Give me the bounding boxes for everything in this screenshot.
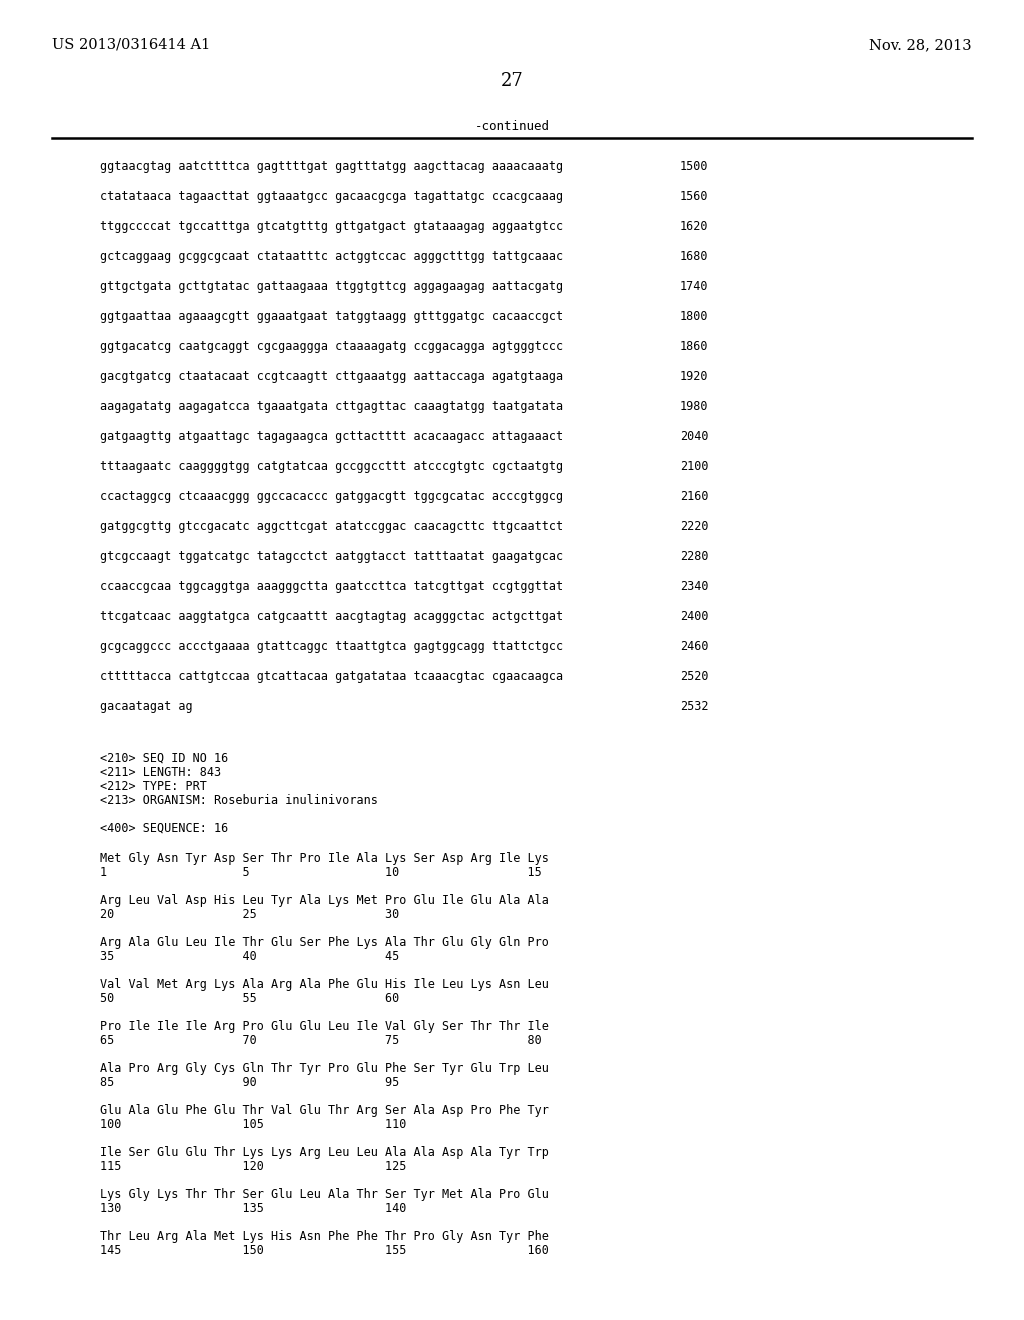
Text: 1620: 1620 xyxy=(680,220,709,234)
Text: 2460: 2460 xyxy=(680,640,709,653)
Text: 2532: 2532 xyxy=(680,700,709,713)
Text: gacgtgatcg ctaatacaat ccgtcaagtt cttgaaatgg aattaccaga agatgtaaga: gacgtgatcg ctaatacaat ccgtcaagtt cttgaaa… xyxy=(100,370,563,383)
Text: <212> TYPE: PRT: <212> TYPE: PRT xyxy=(100,780,207,793)
Text: 65                  70                  75                  80: 65 70 75 80 xyxy=(100,1034,542,1047)
Text: Lys Gly Lys Thr Thr Ser Glu Leu Ala Thr Ser Tyr Met Ala Pro Glu: Lys Gly Lys Thr Thr Ser Glu Leu Ala Thr … xyxy=(100,1188,549,1201)
Text: 2040: 2040 xyxy=(680,430,709,444)
Text: Ala Pro Arg Gly Cys Gln Thr Tyr Pro Glu Phe Ser Tyr Glu Trp Leu: Ala Pro Arg Gly Cys Gln Thr Tyr Pro Glu … xyxy=(100,1063,549,1074)
Text: ccaaccgcaa tggcaggtga aaagggctta gaatccttca tatcgttgat ccgtggttat: ccaaccgcaa tggcaggtga aaagggctta gaatcct… xyxy=(100,579,563,593)
Text: gatgaagttg atgaattagc tagagaagca gcttactttt acacaagacc attagaaact: gatgaagttg atgaattagc tagagaagca gcttact… xyxy=(100,430,563,444)
Text: 2160: 2160 xyxy=(680,490,709,503)
Text: 1860: 1860 xyxy=(680,341,709,352)
Text: 100                 105                 110: 100 105 110 xyxy=(100,1118,407,1131)
Text: 2220: 2220 xyxy=(680,520,709,533)
Text: 145                 150                 155                 160: 145 150 155 160 xyxy=(100,1243,549,1257)
Text: ggtaacgtag aatcttttca gagttttgat gagtttatgg aagcttacag aaaacaaatg: ggtaacgtag aatcttttca gagttttgat gagttta… xyxy=(100,160,563,173)
Text: ggtgaattaa agaaagcgtt ggaaatgaat tatggtaagg gtttggatgc cacaaccgct: ggtgaattaa agaaagcgtt ggaaatgaat tatggta… xyxy=(100,310,563,323)
Text: 2100: 2100 xyxy=(680,459,709,473)
Text: 1920: 1920 xyxy=(680,370,709,383)
Text: 35                  40                  45: 35 40 45 xyxy=(100,950,399,964)
Text: Thr Leu Arg Ala Met Lys His Asn Phe Phe Thr Pro Gly Asn Tyr Phe: Thr Leu Arg Ala Met Lys His Asn Phe Phe … xyxy=(100,1230,549,1243)
Text: gctcaggaag gcggcgcaat ctataatttc actggtccac agggctttgg tattgcaaac: gctcaggaag gcggcgcaat ctataatttc actggtc… xyxy=(100,249,563,263)
Text: ccactaggcg ctcaaacggg ggccacaccc gatggacgtt tggcgcatac acccgtggcg: ccactaggcg ctcaaacggg ggccacaccc gatggac… xyxy=(100,490,563,503)
Text: 2400: 2400 xyxy=(680,610,709,623)
Text: Glu Ala Glu Phe Glu Thr Val Glu Thr Arg Ser Ala Asp Pro Phe Tyr: Glu Ala Glu Phe Glu Thr Val Glu Thr Arg … xyxy=(100,1104,549,1117)
Text: Nov. 28, 2013: Nov. 28, 2013 xyxy=(869,38,972,51)
Text: 1680: 1680 xyxy=(680,249,709,263)
Text: 130                 135                 140: 130 135 140 xyxy=(100,1203,407,1214)
Text: ttggccccat tgccatttga gtcatgtttg gttgatgact gtataaagag aggaatgtcc: ttggccccat tgccatttga gtcatgtttg gttgatg… xyxy=(100,220,563,234)
Text: Met Gly Asn Tyr Asp Ser Thr Pro Ile Ala Lys Ser Asp Arg Ile Lys: Met Gly Asn Tyr Asp Ser Thr Pro Ile Ala … xyxy=(100,851,549,865)
Text: Val Val Met Arg Lys Ala Arg Ala Phe Glu His Ile Leu Lys Asn Leu: Val Val Met Arg Lys Ala Arg Ala Phe Glu … xyxy=(100,978,549,991)
Text: 2520: 2520 xyxy=(680,671,709,682)
Text: Pro Ile Ile Ile Arg Pro Glu Glu Leu Ile Val Gly Ser Thr Thr Ile: Pro Ile Ile Ile Arg Pro Glu Glu Leu Ile … xyxy=(100,1020,549,1034)
Text: tttaagaatc caaggggtgg catgtatcaa gccggccttt atcccgtgtc cgctaatgtg: tttaagaatc caaggggtgg catgtatcaa gccggcc… xyxy=(100,459,563,473)
Text: 85                  90                  95: 85 90 95 xyxy=(100,1076,399,1089)
Text: 1                   5                   10                  15: 1 5 10 15 xyxy=(100,866,542,879)
Text: 20                  25                  30: 20 25 30 xyxy=(100,908,399,921)
Text: US 2013/0316414 A1: US 2013/0316414 A1 xyxy=(52,38,210,51)
Text: 50                  55                  60: 50 55 60 xyxy=(100,993,399,1005)
Text: 1740: 1740 xyxy=(680,280,709,293)
Text: ctatataaca tagaacttat ggtaaatgcc gacaacgcga tagattatgc ccacgcaaag: ctatataaca tagaacttat ggtaaatgcc gacaacg… xyxy=(100,190,563,203)
Text: 2340: 2340 xyxy=(680,579,709,593)
Text: 115                 120                 125: 115 120 125 xyxy=(100,1160,407,1173)
Text: Arg Leu Val Asp His Leu Tyr Ala Lys Met Pro Glu Ile Glu Ala Ala: Arg Leu Val Asp His Leu Tyr Ala Lys Met … xyxy=(100,894,549,907)
Text: -continued: -continued xyxy=(474,120,550,133)
Text: gttgctgata gcttgtatac gattaagaaa ttggtgttcg aggagaagag aattacgatg: gttgctgata gcttgtatac gattaagaaa ttggtgt… xyxy=(100,280,563,293)
Text: gatggcgttg gtccgacatc aggcttcgat atatccggac caacagcttc ttgcaattct: gatggcgttg gtccgacatc aggcttcgat atatccg… xyxy=(100,520,563,533)
Text: 1800: 1800 xyxy=(680,310,709,323)
Text: aagagatatg aagagatcca tgaaatgata cttgagttac caaagtatgg taatgatata: aagagatatg aagagatcca tgaaatgata cttgagt… xyxy=(100,400,563,413)
Text: ggtgacatcg caatgcaggt cgcgaaggga ctaaaagatg ccggacagga agtgggtccc: ggtgacatcg caatgcaggt cgcgaaggga ctaaaag… xyxy=(100,341,563,352)
Text: Arg Ala Glu Leu Ile Thr Glu Ser Phe Lys Ala Thr Glu Gly Gln Pro: Arg Ala Glu Leu Ile Thr Glu Ser Phe Lys … xyxy=(100,936,549,949)
Text: <210> SEQ ID NO 16: <210> SEQ ID NO 16 xyxy=(100,752,228,766)
Text: 2280: 2280 xyxy=(680,550,709,564)
Text: 27: 27 xyxy=(501,73,523,90)
Text: ttcgatcaac aaggtatgca catgcaattt aacgtagtag acagggctac actgcttgat: ttcgatcaac aaggtatgca catgcaattt aacgtag… xyxy=(100,610,563,623)
Text: <400> SEQUENCE: 16: <400> SEQUENCE: 16 xyxy=(100,822,228,836)
Text: Ile Ser Glu Glu Thr Lys Lys Arg Leu Leu Ala Ala Asp Ala Tyr Trp: Ile Ser Glu Glu Thr Lys Lys Arg Leu Leu … xyxy=(100,1146,549,1159)
Text: gacaatagat ag: gacaatagat ag xyxy=(100,700,193,713)
Text: gtcgccaagt tggatcatgc tatagcctct aatggtacct tatttaatat gaagatgcac: gtcgccaagt tggatcatgc tatagcctct aatggta… xyxy=(100,550,563,564)
Text: <213> ORGANISM: Roseburia inulinivorans: <213> ORGANISM: Roseburia inulinivorans xyxy=(100,795,378,807)
Text: ctttttacca cattgtccaa gtcattacaa gatgatataa tcaaacgtac cgaacaagca: ctttttacca cattgtccaa gtcattacaa gatgata… xyxy=(100,671,563,682)
Text: gcgcaggccc accctgaaaa gtattcaggc ttaattgtca gagtggcagg ttattctgcc: gcgcaggccc accctgaaaa gtattcaggc ttaattg… xyxy=(100,640,563,653)
Text: 1560: 1560 xyxy=(680,190,709,203)
Text: 1500: 1500 xyxy=(680,160,709,173)
Text: <211> LENGTH: 843: <211> LENGTH: 843 xyxy=(100,766,221,779)
Text: 1980: 1980 xyxy=(680,400,709,413)
